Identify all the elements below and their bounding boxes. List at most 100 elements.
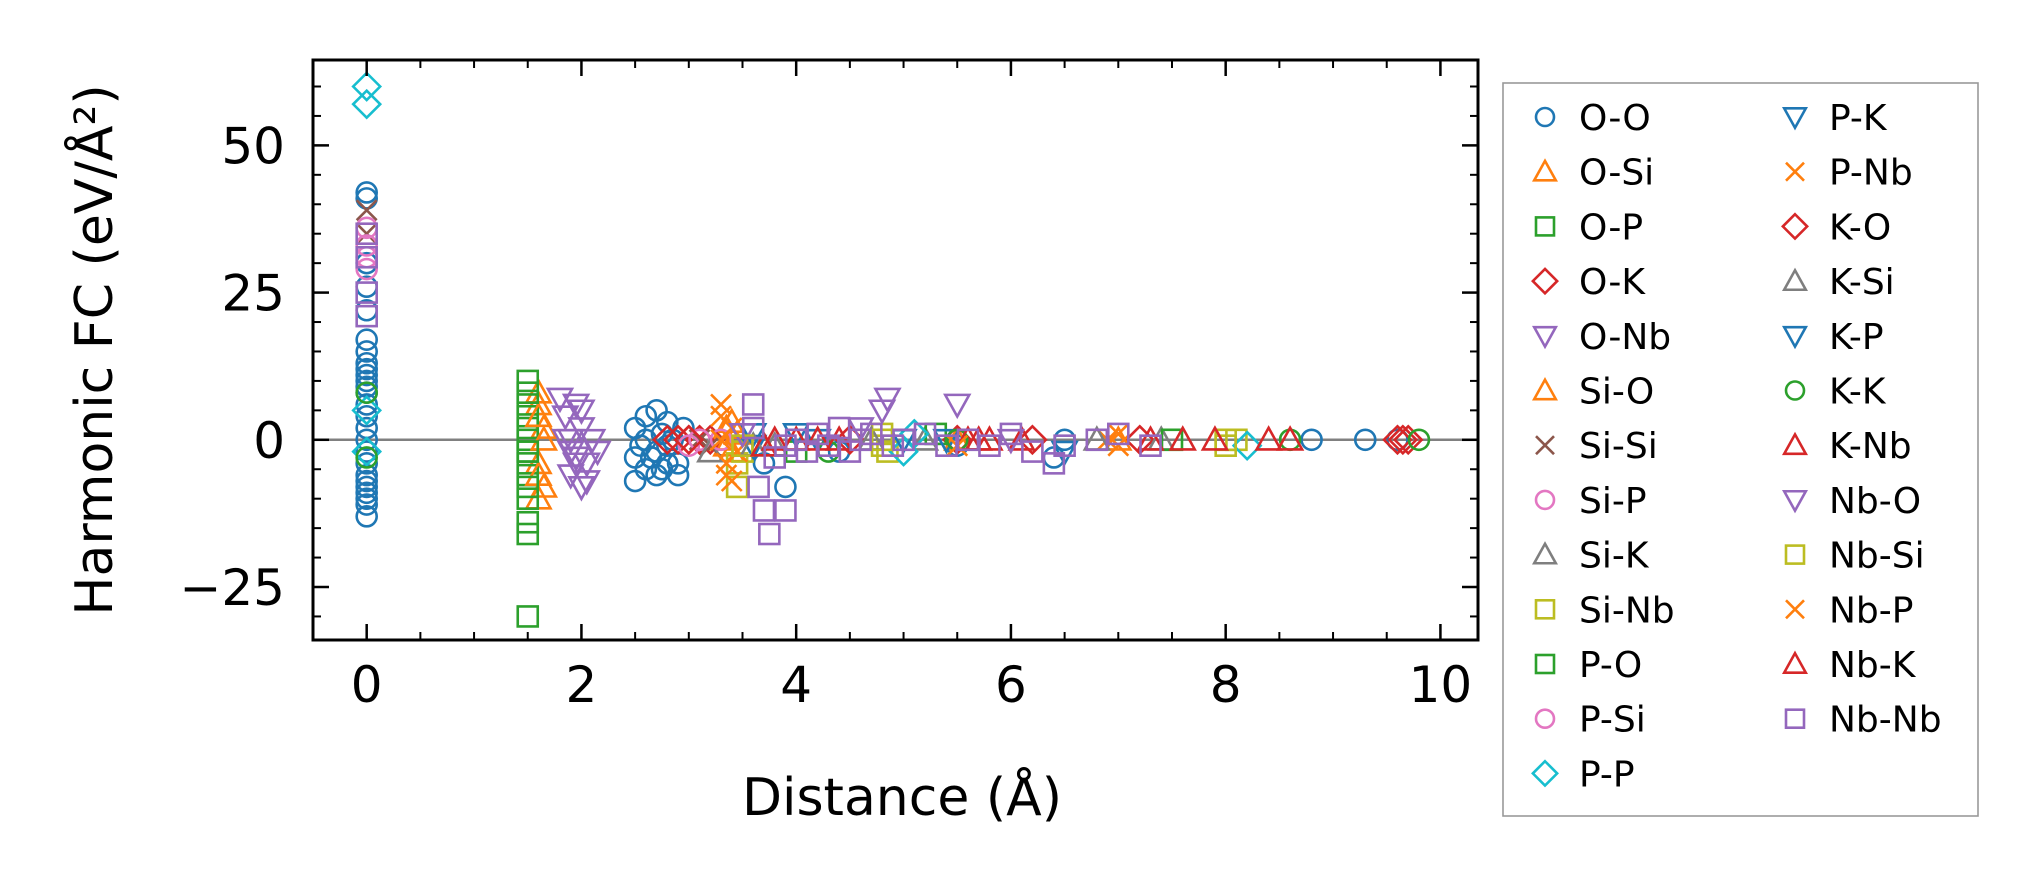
data-point — [355, 222, 378, 246]
legend-marker — [1531, 541, 1559, 565]
legend-marker — [1534, 653, 1556, 675]
legend-item: O-P — [1534, 207, 1643, 248]
data-point — [1200, 425, 1230, 451]
data-point — [355, 363, 378, 387]
x-tick-label: 6 — [995, 656, 1027, 714]
legend-marker — [1531, 267, 1559, 296]
data-point — [1275, 425, 1305, 451]
legend: O-O O-Si O-P O-K O-Nb Si-O Si-Si Si-P Si-K Si-Nb P… — [1502, 82, 1979, 817]
legend-label: Si-O — [1579, 372, 1654, 413]
legend-item: Nb-K — [1781, 645, 1917, 686]
x-tick-label: 10 — [1409, 656, 1473, 714]
legend-item: P-O — [1534, 645, 1642, 686]
data-point — [355, 199, 378, 222]
series-p-o — [516, 369, 1184, 628]
data-point — [758, 522, 781, 546]
data-point — [572, 470, 602, 496]
data-point — [516, 475, 540, 499]
data-point — [1139, 434, 1162, 457]
data-point — [567, 476, 596, 502]
legend-marker — [1784, 708, 1806, 730]
data-point — [1017, 424, 1048, 456]
legend-marker — [1534, 489, 1556, 511]
data-point — [516, 605, 540, 628]
legend-item: Si-O — [1531, 372, 1654, 413]
data-point — [561, 452, 591, 479]
legend-label: O-P — [1579, 207, 1643, 248]
data-point — [355, 328, 378, 351]
legend-item: Si-Nb — [1534, 590, 1675, 631]
x-axis-title: Distance (Å) — [742, 766, 1062, 828]
data-point — [355, 475, 378, 499]
x-tick-label: 2 — [566, 656, 598, 714]
axes — [311, 58, 1480, 642]
legend-label: K-O — [1829, 207, 1891, 248]
legend-item: O-O — [1534, 98, 1651, 139]
data-point — [556, 428, 585, 455]
legend-marker — [1534, 216, 1556, 237]
legend-item: P-Si — [1534, 700, 1646, 741]
legend-marker — [1785, 599, 1805, 620]
legend-label: K-Nb — [1829, 426, 1912, 467]
data-point — [351, 395, 383, 426]
legend-marker — [1781, 107, 1809, 131]
data-point — [720, 470, 743, 492]
data-point — [873, 387, 902, 414]
legend-marker — [1531, 325, 1559, 350]
legend-label: P-P — [1579, 754, 1635, 795]
legend-item: P-P — [1531, 754, 1635, 795]
legend-label: P-Si — [1579, 700, 1646, 741]
data-point — [1021, 440, 1044, 463]
data-point — [355, 393, 378, 416]
data-point — [752, 499, 776, 522]
legend-label: K-K — [1829, 372, 1887, 413]
legend-label: Nb-P — [1829, 590, 1913, 631]
data-point — [355, 351, 378, 375]
data-point — [355, 452, 378, 475]
data-point — [913, 422, 937, 446]
legend-item: K-O — [1781, 207, 1891, 248]
x-tick-label: 8 — [1210, 656, 1242, 714]
legend-item: P-K — [1781, 98, 1888, 139]
legend-item: Si-Si — [1535, 426, 1658, 467]
legend-label: P-K — [1829, 98, 1888, 139]
data-point — [1168, 425, 1197, 451]
data-point — [516, 487, 540, 510]
data-point — [355, 487, 378, 510]
data-point — [355, 245, 378, 269]
legend-marker — [1781, 489, 1809, 514]
data-point — [529, 425, 559, 451]
legend-marker — [1534, 106, 1556, 128]
legend-label: Nb-Nb — [1829, 700, 1942, 741]
data-point — [892, 428, 915, 452]
y-axis-title: Harmonic FC (eV/Å²) — [63, 84, 125, 615]
x-tick-label: 4 — [780, 656, 812, 714]
data-point — [355, 505, 378, 528]
legend-label: K-P — [1829, 317, 1884, 358]
data-point — [910, 425, 940, 451]
legend-item: Nb-Si — [1784, 536, 1925, 577]
data-point — [774, 475, 797, 499]
legend-marker — [1534, 708, 1556, 730]
legend-label: Nb-Si — [1829, 536, 1925, 577]
data-point — [355, 357, 378, 381]
legend-label: O-Nb — [1579, 317, 1671, 358]
legend-item: K-Nb — [1781, 426, 1912, 467]
plot-frame — [311, 58, 1480, 642]
legend-item: K-K — [1784, 372, 1887, 413]
legend-item: K-Si — [1781, 262, 1895, 303]
data-point — [999, 422, 1023, 446]
legend-label: Si-Si — [1579, 426, 1658, 467]
data-point — [355, 257, 378, 281]
legend-item: O-K — [1531, 262, 1646, 303]
data-point — [355, 428, 378, 452]
data-point — [516, 381, 540, 404]
series-o-p — [516, 393, 540, 487]
legend-item: Si-K — [1531, 536, 1650, 577]
legend-label: Si-K — [1579, 536, 1650, 577]
data-point — [1254, 425, 1283, 451]
data-point — [996, 428, 1026, 455]
legend-item: Si-P — [1534, 481, 1647, 522]
data-point — [741, 393, 765, 416]
series-o-nb — [545, 387, 612, 502]
